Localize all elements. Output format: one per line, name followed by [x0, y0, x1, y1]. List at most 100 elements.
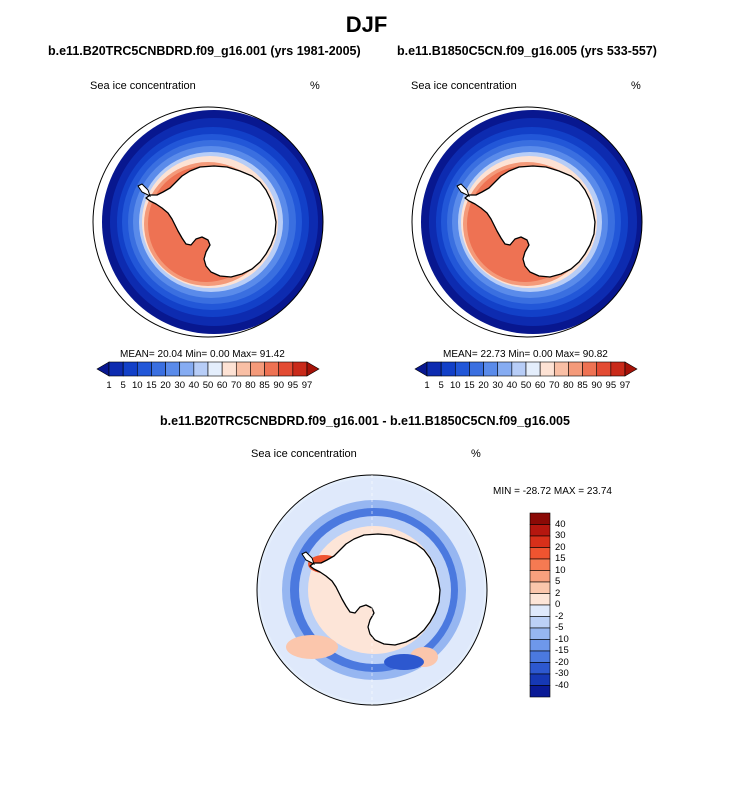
left-polar-map	[92, 106, 324, 338]
left-colorbar-tick-label: 20	[160, 380, 171, 391]
diff-colorbar-bin-3	[529, 547, 551, 560]
right-polar-map	[411, 106, 643, 338]
diff-stats: MIN = -28.72 MAX = 23.74	[493, 486, 612, 497]
left-colorbar-tick-label: 30	[174, 380, 185, 391]
diff-colorbar-tick-label: -30	[555, 668, 569, 679]
left-colorbar-tick-label: 85	[259, 380, 270, 391]
right-colorbar-end-high	[624, 361, 638, 377]
left-colorbar-bin-13	[278, 361, 294, 377]
right-peninsula	[456, 183, 470, 197]
right-colorbar-tick-label: 30	[492, 380, 503, 391]
left-colorbar-tick-label: 10	[131, 380, 143, 391]
diff-peninsula	[301, 551, 315, 565]
diff-colorbar-tick-label: -5	[555, 622, 564, 633]
diff-units-label: %	[471, 448, 481, 460]
left-colorbar-bin-10	[235, 361, 251, 377]
diff-colorbar-bin-10	[529, 627, 551, 640]
right-colorbar-tick-label: 70	[548, 380, 560, 391]
left-colorbar-tick-label: 97	[301, 380, 313, 391]
diff-colorbar	[529, 512, 551, 698]
diff-colorbar-bin-14	[529, 673, 551, 686]
left-colorbar-end-low	[96, 361, 110, 377]
figure-title: DJF	[345, 12, 388, 37]
right-colorbar-bin-13	[596, 361, 612, 377]
right-colorbar-tick-label: 85	[577, 380, 588, 391]
right-colorbar-bin-5	[483, 361, 499, 377]
diff-colorbar-tick-label: 2	[555, 587, 561, 599]
diff-colorbar-tick-label: -2	[555, 610, 564, 622]
left-colorbar-bin-7	[193, 361, 209, 377]
left-colorbar-end-high	[306, 361, 320, 377]
left-colorbar-bin-2	[122, 361, 138, 377]
diff-colorbar-tick-label: -10	[555, 633, 569, 645]
left-colorbar-bin-9	[221, 361, 237, 377]
right-colorbar-tick-label: 90	[591, 380, 602, 391]
diff-anomaly-positive-2	[286, 635, 338, 659]
right-colorbar-tick-label: 15	[464, 380, 475, 391]
right-colorbar	[414, 361, 638, 377]
diff-colorbar-bin-8	[529, 604, 551, 617]
right-field	[412, 107, 642, 337]
left-stats: MEAN= 20.04 Min= 0.00 Max= 91.42	[120, 349, 285, 360]
left-colorbar-tick-label: 50	[202, 380, 214, 391]
diff-anomaly-negative-1	[384, 654, 424, 670]
right-colorbar-bin-2	[440, 361, 456, 377]
right-colorbar-tick-label: 1	[424, 380, 430, 391]
diff-colorbar-bin-15	[529, 685, 551, 698]
right-field-label: Sea ice concentration	[411, 80, 517, 92]
right-colorbar-tick-label: 20	[478, 380, 489, 391]
right-colorbar-bin-1	[426, 361, 442, 377]
right-colorbar-bin-9	[539, 361, 555, 377]
right-colorbar-tick-label: 97	[619, 380, 631, 391]
right-colorbar-bin-7	[511, 361, 527, 377]
diff-polar-map	[256, 474, 488, 706]
diff-colorbar-tick-label: -20	[555, 656, 569, 668]
left-colorbar-tick-label: 70	[230, 380, 242, 391]
right-colorbar-bin-6	[497, 361, 513, 377]
right-colorbar-tick-label: 50	[520, 380, 532, 391]
left-colorbar-bin-6	[179, 361, 195, 377]
diff-field-label: Sea ice concentration	[251, 448, 357, 460]
right-colorbar-tick-label: 80	[563, 380, 574, 391]
diff-colorbar-bin-4	[529, 558, 551, 571]
left-colorbar-bin-1	[108, 361, 124, 377]
left-colorbar-tick-label: 40	[188, 380, 200, 391]
left-colorbar-bin-5	[165, 361, 181, 377]
left-antarctica	[145, 165, 277, 278]
diff-colorbar-bin-11	[529, 639, 551, 652]
right-colorbar-bin-4	[469, 361, 484, 377]
left-colorbar-tick-label: 80	[245, 380, 256, 391]
diff-colorbar-bin-0	[529, 512, 551, 525]
left-colorbar-bin-3	[136, 361, 152, 377]
right-frame	[411, 106, 643, 338]
left-panel-title: b.e11.B20TRC5CNBDRD.f09_g16.001 (yrs 198…	[48, 44, 361, 58]
right-colorbar-tick-label: 5	[438, 380, 444, 391]
left-colorbar-tick-label: 15	[146, 380, 157, 391]
diff-colorbar-bin-9	[529, 616, 551, 629]
right-colorbar-bin-12	[582, 361, 598, 377]
left-colorbar-tick-label: 95	[287, 380, 299, 391]
right-antarctica	[464, 165, 596, 278]
diff-colorbar-bin-13	[529, 662, 551, 675]
left-colorbar-tick-label: 60	[216, 380, 228, 391]
right-colorbar-end-low	[414, 361, 428, 377]
diff-colorbar-tick-label: 5	[555, 576, 561, 587]
left-peninsula	[137, 183, 151, 197]
left-frame	[92, 106, 324, 338]
diff-colorbar-bin-1	[529, 524, 551, 537]
right-stats: MEAN= 22.73 Min= 0.00 Max= 90.82	[443, 349, 608, 360]
diff-colorbar-bin-7	[529, 593, 551, 606]
left-colorbar-tick-label: 90	[273, 380, 284, 391]
right-colorbar-bin-10	[553, 361, 569, 377]
right-colorbar-tick-label: 10	[449, 380, 461, 391]
left-colorbar-tick-label: 5	[120, 380, 126, 391]
diff-colorbar-bin-6	[529, 581, 551, 594]
left-colorbar-labels: 1 5 10 15 20 30 40 50 60 70 80 85 90 95 97	[97, 380, 319, 394]
left-colorbar-bin-11	[250, 361, 265, 377]
right-panel-title: b.e11.B1850C5CN.f09_g16.005 (yrs 533-557…	[397, 44, 657, 58]
diff-colorbar-tick-label: 30	[555, 530, 566, 541]
left-colorbar-bin-4	[151, 361, 166, 377]
right-colorbar-labels: 1 5 10 15 20 30 40 50 60 70 80 85 90 95 97	[415, 380, 637, 394]
diff-colorbar-tick-label: 20	[555, 541, 566, 553]
left-colorbar-bin-14	[292, 361, 308, 377]
